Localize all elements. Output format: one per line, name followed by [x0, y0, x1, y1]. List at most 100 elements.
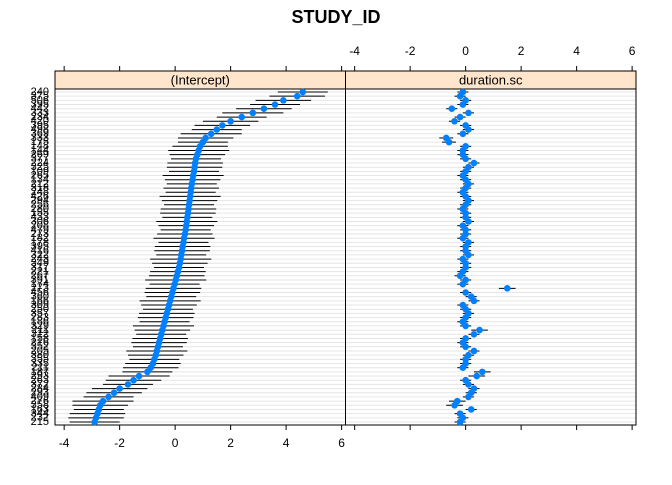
- y-tick-label: 186: [31, 316, 49, 328]
- x-tick-label: 6: [629, 44, 636, 58]
- y-tick-label: 479: [31, 224, 49, 236]
- y-tick-label: 433: [31, 211, 49, 223]
- y-tick-label: 318: [31, 182, 49, 194]
- dot: [238, 113, 246, 121]
- y-tick-label: 333: [31, 107, 49, 119]
- y-tick-label: 377: [31, 153, 49, 165]
- dot: [207, 130, 215, 138]
- y-tick-label: 309: [31, 299, 49, 311]
- dot: [249, 109, 257, 117]
- dot: [470, 159, 478, 167]
- y-tick-label: 442: [31, 103, 49, 115]
- y-tick-label: 205: [31, 345, 49, 357]
- dot: [144, 368, 151, 376]
- dot: [451, 117, 458, 125]
- y-tick-label: 317: [31, 261, 49, 273]
- dot: [462, 343, 469, 351]
- dot: [462, 289, 469, 296]
- dot: [465, 251, 472, 259]
- dot: [124, 381, 132, 388]
- dot: [445, 138, 453, 146]
- y-tick-label: 211: [31, 362, 49, 374]
- y-tick-label: 232: [31, 412, 49, 424]
- y-tick-label: 148: [31, 140, 49, 152]
- x-tick-label: -2: [405, 44, 416, 58]
- dot: [503, 285, 511, 292]
- y-tick-label: 352: [31, 341, 49, 353]
- y-tick-label: 221: [31, 266, 49, 278]
- dot: [459, 234, 467, 242]
- y-tick-label: 380: [31, 349, 49, 361]
- y-tick-label: 329: [31, 320, 49, 332]
- y-tick-label: 134: [31, 174, 49, 186]
- x-tick-label: 6: [338, 436, 345, 450]
- y-tick-label: 498: [31, 124, 49, 136]
- dot: [462, 155, 469, 163]
- dot: [91, 418, 98, 426]
- y-tick-label: 294: [31, 195, 49, 207]
- x-tick-label: 0: [172, 436, 179, 450]
- y-tick-label: 174: [31, 278, 49, 290]
- dot: [467, 406, 475, 413]
- dot: [227, 117, 234, 125]
- y-tick-label: 416: [31, 245, 49, 257]
- chart-title: STUDY_ID: [291, 7, 380, 27]
- dot: [293, 92, 301, 100]
- y-tick-label: 250: [31, 303, 49, 315]
- panel-border: [345, 70, 637, 426]
- dot: [271, 101, 279, 108]
- strip-label: (Intercept): [171, 72, 230, 87]
- y-tick-label: 215: [31, 416, 49, 428]
- dot: [459, 101, 467, 108]
- dot: [105, 393, 112, 401]
- x-tick-label: 4: [573, 44, 580, 58]
- y-tick-label: 456: [31, 286, 49, 298]
- dot: [456, 418, 464, 426]
- y-tick-label: 166: [31, 295, 49, 307]
- y-tick-label: 265: [31, 169, 49, 181]
- y-tick-label: 163: [31, 403, 49, 415]
- strip-label: duration.sc: [459, 72, 523, 87]
- y-tick-label: 243: [31, 253, 49, 265]
- y-tick-label: 155: [31, 207, 49, 219]
- y-tick-label: 372: [31, 378, 49, 390]
- y-tick-label: 325: [31, 161, 49, 173]
- dot: [470, 347, 478, 355]
- y-tick-label: 211: [31, 324, 49, 336]
- x-tick-label: -2: [114, 436, 125, 450]
- dot: [459, 130, 467, 138]
- dot: [280, 97, 287, 104]
- dot: [448, 105, 456, 113]
- dot: [470, 330, 478, 338]
- x-tick-label: 2: [227, 436, 234, 450]
- y-tick-label: 240: [31, 86, 49, 98]
- y-tick-label: 312: [31, 328, 49, 340]
- y-tick-label: 109: [31, 165, 49, 177]
- dot: [459, 280, 467, 288]
- y-tick-label: 395: [31, 119, 49, 131]
- y-tick-label: 267: [31, 270, 49, 282]
- y-tick-label: 273: [31, 282, 49, 294]
- y-tick-label: 375: [31, 90, 49, 102]
- y-tick-label: 357: [31, 307, 49, 319]
- dot: [110, 389, 118, 397]
- x-tick-label: -4: [59, 436, 70, 450]
- y-tick-label: 256: [31, 199, 49, 211]
- y-tick-label: 216: [31, 337, 49, 349]
- y-tick-label: 355: [31, 353, 49, 365]
- y-tick-label: 280: [31, 203, 49, 215]
- x-tick-label: 2: [518, 44, 525, 58]
- y-tick-label: 182: [31, 232, 49, 244]
- y-tick-label: 358: [31, 399, 49, 411]
- dot: [478, 368, 486, 376]
- y-tick-label: 506: [31, 94, 49, 106]
- y-tick-label: 175: [31, 136, 49, 148]
- y-tick-label: 212: [31, 178, 49, 190]
- dot: [459, 364, 467, 371]
- dot: [465, 381, 472, 388]
- dot: [456, 113, 464, 121]
- x-tick-label: 0: [462, 44, 469, 58]
- dot: [465, 393, 472, 401]
- y-tick-label: 208: [31, 220, 49, 232]
